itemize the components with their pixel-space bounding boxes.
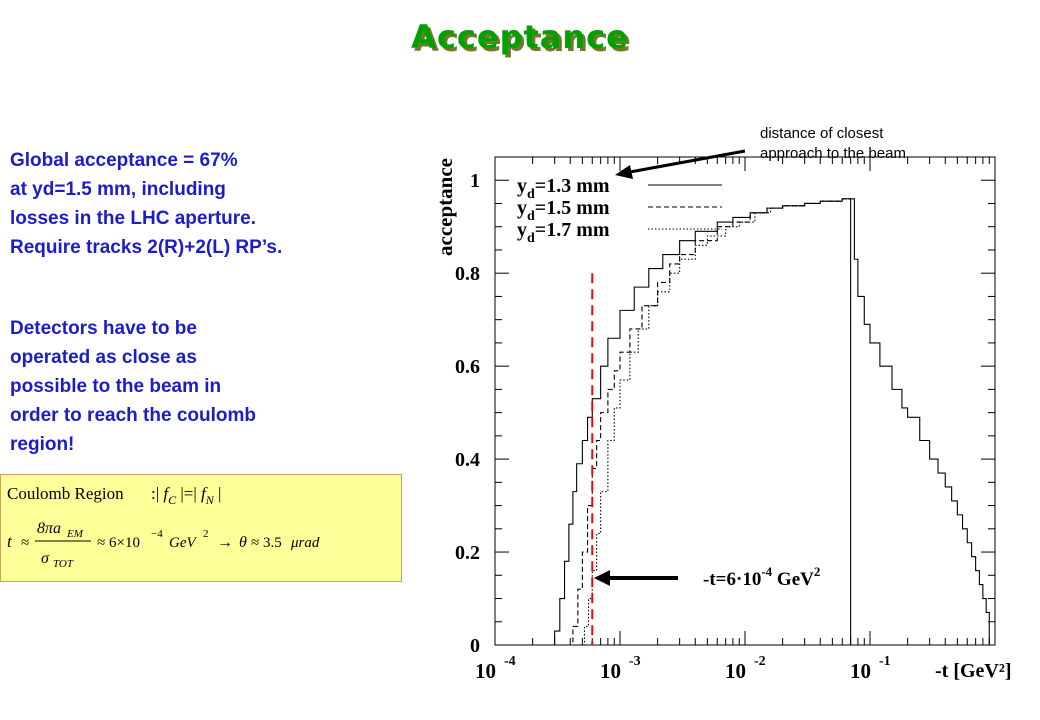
global-acceptance-text: Global acceptance = 67% at yd=1.5 mm, in… [10, 150, 283, 258]
annot-arrow-shaft [629, 149, 746, 174]
closest-approach-annotation: distance of closest approach to the beam [760, 125, 906, 162]
svg-text:EM: EM [66, 528, 84, 540]
svg-text:TOT: TOT [53, 558, 74, 570]
svg-text:μrad: μrad [290, 535, 320, 551]
x-tick-label: 10 -1 [850, 654, 891, 683]
svg-text:8πa: 8πa [37, 520, 61, 537]
series-line [580, 198, 851, 646]
x-tick-label: 10 -4 [475, 654, 516, 683]
legend-label: yd=1.7 mm [517, 219, 610, 246]
svg-text:≈ 3.5: ≈ 3.5 [251, 535, 282, 551]
coulomb-formula-box: Coulomb Region :| fC |=| fN | t ≈ 8πa EM… [0, 474, 402, 582]
formula-line1-text: Coulomb Region [7, 484, 124, 503]
coulomb-formula: Coulomb Region :| fC |=| fN | t ≈ 8πa EM… [7, 484, 320, 570]
svg-text:t: t [7, 532, 13, 551]
svg-text:σ: σ [41, 550, 50, 567]
svg-text:θ: θ [239, 534, 247, 551]
legend-label: yd=1.5 mm [517, 197, 610, 224]
annot-arrow-head [615, 165, 633, 179]
svg-text:GeV: GeV [169, 535, 197, 551]
y-tick-label: 0.4 [455, 449, 480, 471]
series-line [567, 198, 851, 646]
svg-text:≈: ≈ [21, 535, 29, 551]
svg-text:−4: −4 [151, 528, 163, 540]
svg-text:→: → [217, 534, 233, 551]
series-line [850, 198, 990, 645]
cut-label: -t=6·10-4 GeV2 [703, 564, 820, 590]
y-tick-label: 0.2 [455, 542, 480, 564]
page-title: Acceptance [411, 18, 629, 56]
detectors-note-text: Detectors have to be operated as close a… [10, 318, 256, 455]
y-tick-label: 0.8 [455, 263, 480, 285]
y-axis-label: acceptance [433, 158, 457, 256]
cut-arrow-head [594, 570, 610, 586]
x-axis-label: -t [GeV²] [935, 660, 1012, 682]
y-tick-label: 0 [470, 635, 480, 657]
svg-text:≈ 6×10: ≈ 6×10 [97, 535, 140, 551]
y-tick-label: 0.6 [455, 356, 480, 378]
formula-line1-condition: :| fC |=| fN | [151, 484, 221, 507]
x-tick-label: 10 -3 [600, 654, 641, 683]
svg-text:2: 2 [203, 528, 209, 540]
legend-label: yd=1.3 mm [517, 175, 610, 202]
x-tick-label: 10 -2 [725, 654, 766, 683]
y-tick-label: 1 [470, 170, 480, 192]
